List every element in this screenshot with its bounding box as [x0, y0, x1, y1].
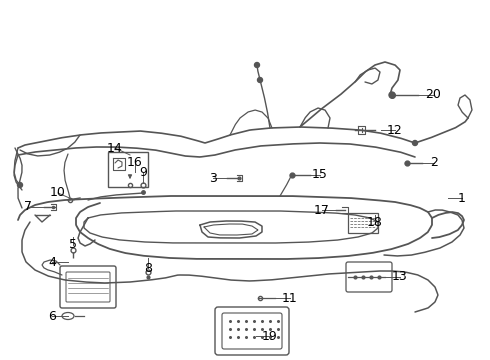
Text: 14: 14: [107, 141, 123, 154]
Text: 4: 4: [48, 256, 56, 269]
Text: 10: 10: [50, 186, 66, 199]
Text: 7: 7: [24, 201, 32, 213]
Circle shape: [389, 92, 395, 98]
Text: 1: 1: [458, 192, 466, 204]
Text: 20: 20: [425, 89, 441, 102]
Circle shape: [258, 77, 263, 82]
Text: 8: 8: [144, 261, 152, 274]
Text: 11: 11: [282, 292, 298, 305]
Text: 16: 16: [127, 156, 143, 168]
Text: 6: 6: [48, 310, 56, 323]
Text: 5: 5: [69, 238, 77, 252]
Circle shape: [254, 63, 260, 68]
Text: 3: 3: [209, 171, 217, 184]
Text: 12: 12: [387, 123, 403, 136]
Text: 15: 15: [312, 168, 328, 181]
Circle shape: [413, 140, 417, 145]
Text: 9: 9: [139, 166, 147, 180]
Circle shape: [18, 183, 23, 188]
Text: 17: 17: [314, 203, 330, 216]
Text: 19: 19: [262, 329, 278, 342]
Text: 2: 2: [430, 157, 438, 170]
Text: 13: 13: [392, 270, 408, 284]
Text: 18: 18: [367, 216, 383, 229]
